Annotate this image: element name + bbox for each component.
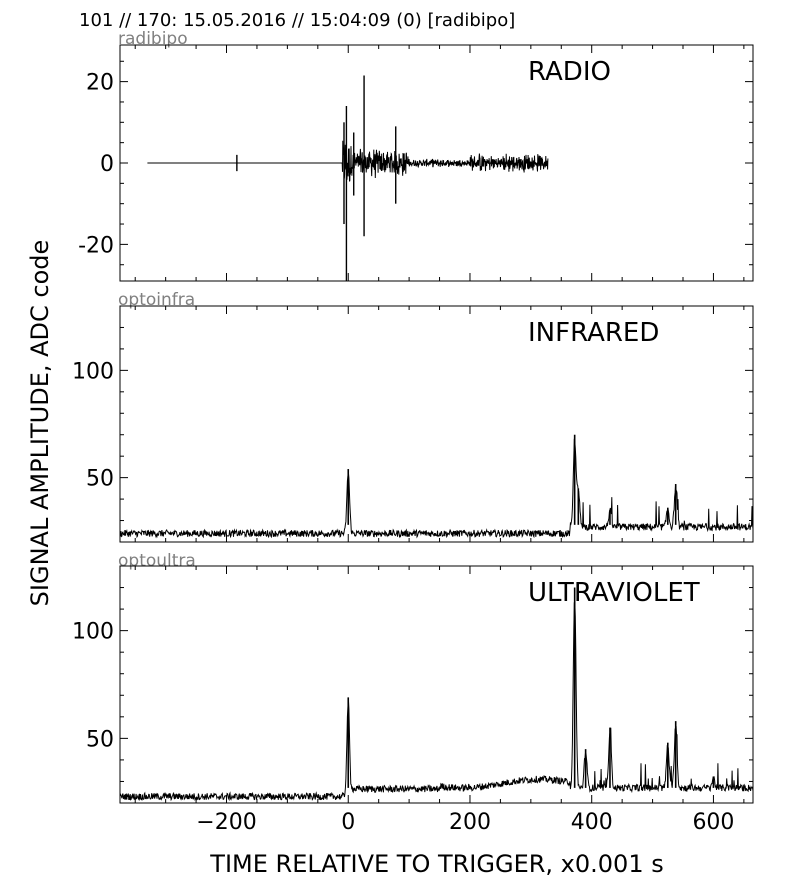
y-tick-label-ultraviolet: 100	[72, 620, 114, 645]
series-line-infrared	[119, 438, 754, 539]
panel-title-radio: RADIO	[528, 57, 611, 87]
x-tick-label: 0	[341, 810, 355, 835]
panel-frame-ultraviolet	[119, 565, 754, 804]
y-tick-label-infrared: 50	[86, 467, 114, 492]
x-tick-label: −200	[196, 810, 256, 835]
y-tick-label-infrared: 100	[72, 359, 114, 384]
panel-title-ultraviolet: ULTRAVIOLET	[528, 578, 700, 608]
x-tick-label: 400	[571, 810, 613, 835]
y-tick-label-radio: 0	[100, 152, 114, 177]
x-tick-label: 600	[692, 810, 734, 835]
y-tick-label-radio: -20	[78, 233, 114, 258]
y-tick-label-radio: 20	[86, 71, 114, 96]
panel-tag-infrared: optoinfra	[118, 290, 195, 310]
y-tick-label-ultraviolet: 50	[86, 727, 114, 752]
y-axis-label: SIGNAL AMPLITUDE, ADC code	[26, 240, 54, 607]
panel-frame-infrared	[119, 305, 754, 543]
x-tick-label: 200	[449, 810, 491, 835]
series-line-radio	[147, 140, 549, 182]
panel-title-infrared: INFRARED	[528, 318, 659, 348]
series-line-ultraviolet	[119, 601, 754, 802]
panel-tag-radio: radibipo	[118, 29, 188, 49]
panel-tag-ultraviolet: optoultra	[118, 551, 196, 571]
x-axis-label: TIME RELATIVE TO TRIGGER, x0.001 s	[209, 850, 663, 878]
chart-header: 101 // 170: 15.05.2016 // 15:04:09 (0) […	[79, 10, 515, 31]
